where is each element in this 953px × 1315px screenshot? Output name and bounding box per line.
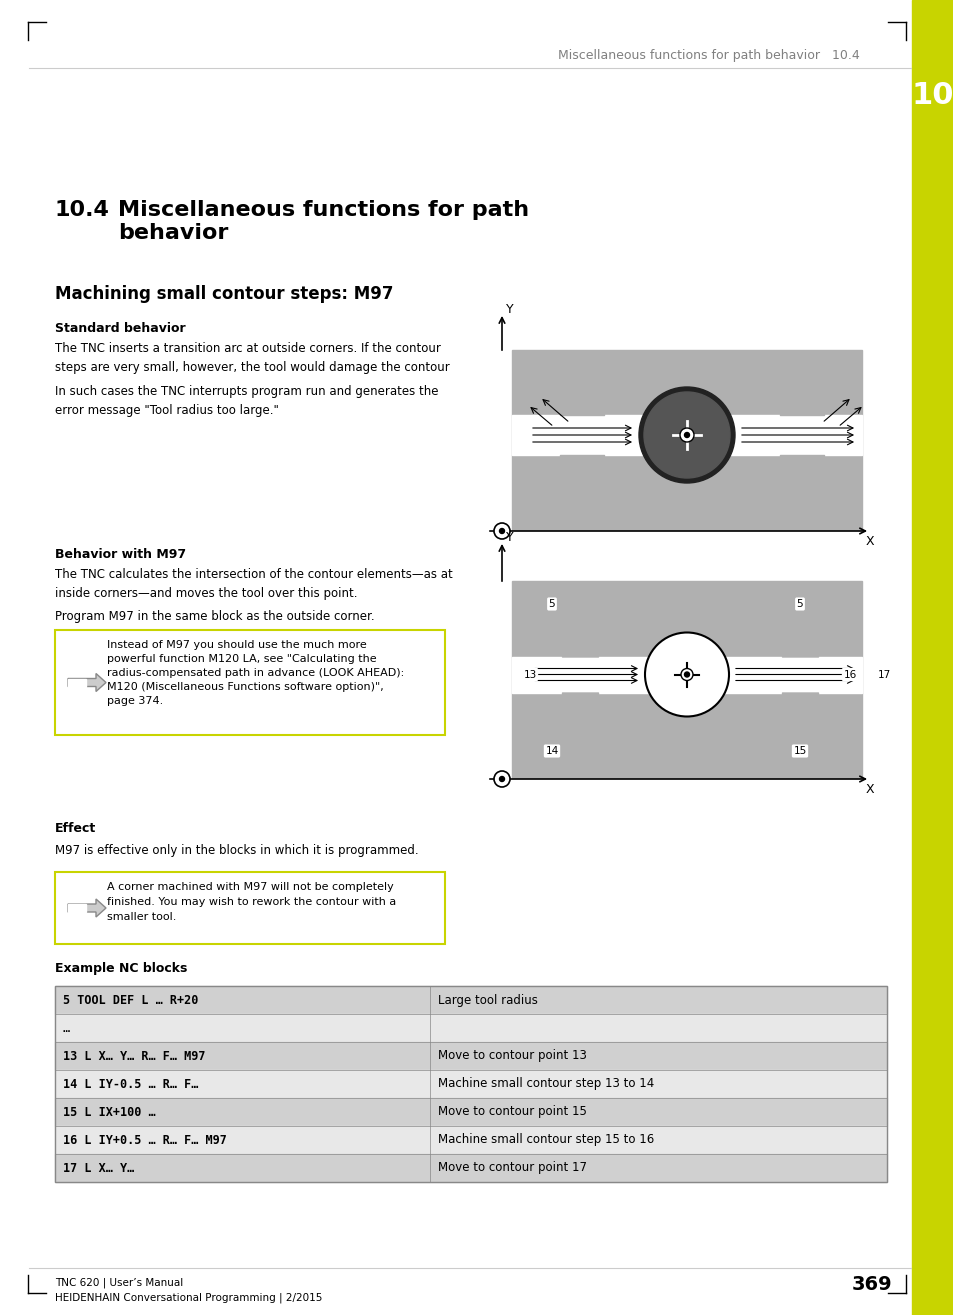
Bar (55, 1155, 886, 1182)
Circle shape (494, 523, 510, 539)
Text: The TNC inserts a transition arc at outside corners. If the contour
steps are ve: The TNC inserts a transition arc at outs… (55, 342, 449, 373)
Bar (512, 350, 862, 530)
Text: 16: 16 (842, 669, 856, 680)
Text: 13: 13 (523, 669, 536, 680)
Text: Y: Y (505, 531, 513, 544)
Circle shape (679, 427, 693, 442)
FancyArrow shape (68, 899, 106, 917)
Text: 17: 17 (877, 669, 890, 680)
Text: Machine small contour step 15 to 16: Machine small contour step 15 to 16 (437, 1134, 654, 1147)
Text: Machining small contour steps: M97: Machining small contour steps: M97 (55, 285, 393, 302)
Text: Move to contour point 15: Move to contour point 15 (437, 1106, 586, 1119)
Circle shape (499, 529, 504, 534)
Text: 16 L IY+0.5 … R… F… M97: 16 L IY+0.5 … R… F… M97 (63, 1134, 227, 1147)
Text: 5: 5 (548, 600, 555, 609)
Text: TNC 620 | User’s Manual
HEIDENHAIN Conversational Programming | 2/2015: TNC 620 | User’s Manual HEIDENHAIN Conve… (55, 1278, 322, 1303)
Circle shape (680, 668, 692, 680)
Text: Example NC blocks: Example NC blocks (55, 963, 187, 974)
Text: 15 L IX+100 …: 15 L IX+100 … (63, 1106, 155, 1119)
Text: 10: 10 (911, 80, 953, 109)
Bar (512, 656, 862, 693)
Text: Machine small contour step 13 to 14: Machine small contour step 13 to 14 (437, 1077, 654, 1090)
Text: 369: 369 (850, 1276, 891, 1294)
Text: …: … (63, 1022, 71, 1035)
Bar (55, 630, 444, 735)
Text: 17 L X… Y…: 17 L X… Y… (63, 1161, 134, 1174)
Text: The TNC calculates the intersection of the contour elements—as at
inside corners: The TNC calculates the intersection of t… (55, 568, 453, 600)
Circle shape (644, 633, 728, 717)
Text: X: X (865, 782, 874, 796)
Bar (512, 581, 862, 778)
Circle shape (639, 387, 734, 483)
Bar (55, 1126, 886, 1155)
Bar (55, 986, 886, 1014)
Text: 10.4: 10.4 (55, 200, 110, 220)
Text: In such cases the TNC interrupts program run and generates the
error message "To: In such cases the TNC interrupts program… (55, 385, 438, 417)
Text: 5: 5 (796, 600, 802, 609)
Text: Effect: Effect (55, 822, 96, 835)
Text: X: X (865, 535, 874, 548)
Text: Instead of M97 you should use the much more
powerful function M120 LA, see "Calc: Instead of M97 you should use the much m… (107, 640, 404, 706)
Bar (55, 872, 444, 944)
Text: Move to contour point 17: Move to contour point 17 (437, 1161, 586, 1174)
Text: M97 is effective only in the blocks in which it is programmed.: M97 is effective only in the blocks in w… (55, 844, 418, 857)
Circle shape (499, 776, 504, 781)
Text: Standard behavior: Standard behavior (55, 322, 186, 335)
Circle shape (643, 392, 729, 477)
Bar (55, 1070, 886, 1098)
Circle shape (684, 433, 689, 438)
Text: Miscellaneous functions for path behavior   10.4: Miscellaneous functions for path behavio… (558, 49, 859, 62)
Text: Program M97 in the same block as the outside corner.: Program M97 in the same block as the out… (55, 610, 375, 623)
Text: 14: 14 (545, 746, 558, 756)
Text: A corner machined with M97 will not be completely
finished. You may wish to rewo: A corner machined with M97 will not be c… (107, 882, 395, 922)
Bar (55, 986, 886, 1182)
FancyArrow shape (68, 673, 106, 692)
Bar (68, 903, 86, 913)
Text: 5 TOOL DEF L … R+20: 5 TOOL DEF L … R+20 (63, 994, 198, 1006)
Text: Behavior with M97: Behavior with M97 (55, 548, 186, 562)
Bar (911, 0, 953, 1315)
Bar (512, 416, 862, 455)
Bar (55, 1041, 886, 1070)
Circle shape (684, 672, 689, 677)
Text: 14 L IY-0.5 … R… F…: 14 L IY-0.5 … R… F… (63, 1077, 198, 1090)
Text: 15: 15 (793, 746, 806, 756)
Text: Move to contour point 13: Move to contour point 13 (437, 1049, 586, 1063)
Bar (55, 1014, 886, 1041)
Text: 13 L X… Y… R… F… M97: 13 L X… Y… R… F… M97 (63, 1049, 205, 1063)
Bar (55, 1098, 886, 1126)
Text: Y: Y (505, 302, 513, 316)
Text: Miscellaneous functions for path
behavior: Miscellaneous functions for path behavio… (118, 200, 529, 243)
Circle shape (494, 771, 510, 786)
Text: Large tool radius: Large tool radius (437, 994, 537, 1006)
Bar (68, 679, 86, 686)
